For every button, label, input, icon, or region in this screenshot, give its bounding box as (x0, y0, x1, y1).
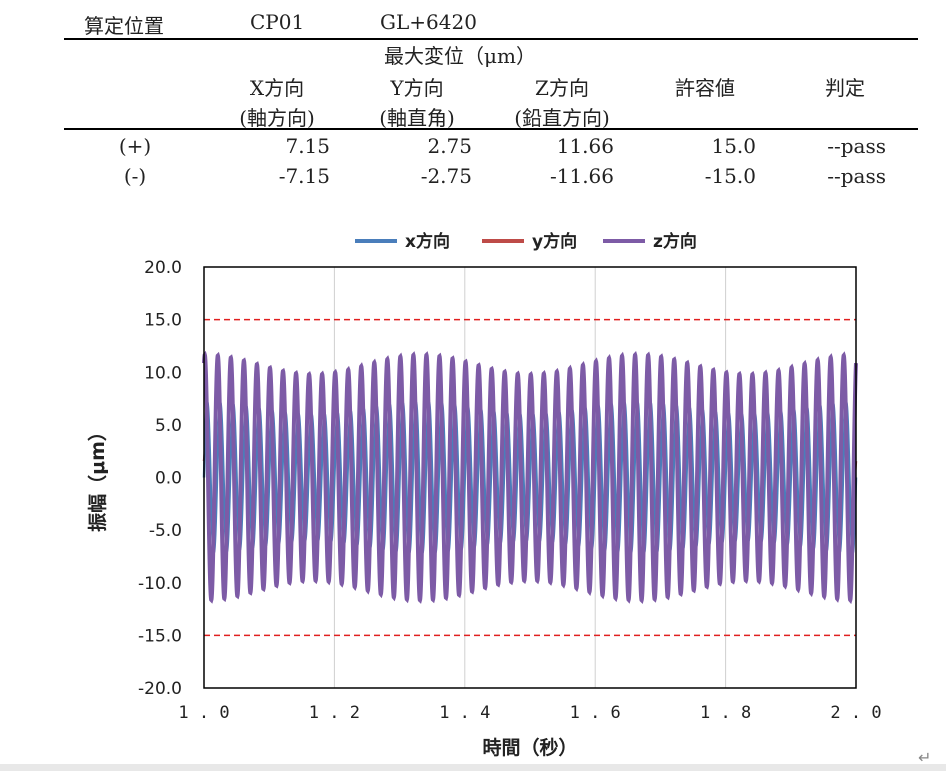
x-tick-label: 1 . 8 (700, 703, 751, 723)
col-y-sub: (軸直角) (379, 106, 455, 130)
legend-label-0: x方向 (405, 231, 450, 252)
y-tick-label: 15.0 (144, 311, 182, 331)
table-header-rule (64, 128, 918, 130)
row-plus-z: 11.66 (556, 134, 614, 158)
page-bottom-bar (0, 764, 946, 771)
vibration-chart: x方向 y方向 z方向 20.0 15.0 10.0 5.0 0.0 -5.0 -10.0 -15… (86, 231, 882, 759)
return-mark-icon: ↵ (918, 748, 932, 767)
row-plus-y: 2.75 (427, 134, 472, 158)
x-tick-label: 1 . 4 (439, 703, 490, 723)
x-tick-label: 2 . 0 (830, 703, 881, 723)
x-tick-label: 1 . 6 (570, 703, 621, 723)
row-plus-x: 7.15 (285, 134, 330, 158)
y-axis-label: 振幅（μm） (86, 422, 109, 532)
row-plus-allow: 15.0 (711, 134, 756, 158)
row-minus-judge: --pass (827, 164, 886, 188)
series-line-2 (202, 350, 858, 605)
col-z-sub: (鉛直方向) (514, 106, 610, 130)
y-tick-label: -10.0 (138, 574, 182, 594)
row-plus-label: (+) (118, 134, 152, 158)
legend-label-2: z方向 (653, 231, 697, 252)
ground-level: GL+6420 (380, 10, 477, 34)
chart-legend: x方向 y方向 z方向 (355, 231, 697, 252)
plot-frame (203, 266, 857, 689)
limit-lines (204, 318, 856, 637)
max-displacement-title: 最大変位（μm） (384, 44, 536, 68)
y-axis-ticks: 20.0 15.0 10.0 5.0 0.0 -5.0 -10.0 -15.0 -20.0 (138, 258, 182, 699)
x-axis-ticks: 1 . 0 1 . 2 1 . 4 1 . 6 1 . 8 2 . 0 (178, 703, 881, 723)
x-axis-label: 時間（秒） (482, 736, 577, 759)
row-minus-z: -11.66 (549, 164, 614, 188)
chart-series (202, 350, 858, 605)
table-top-rule (64, 38, 918, 40)
row-minus-label: (-) (123, 164, 147, 188)
row-minus-allow: -15.0 (704, 164, 756, 188)
col-allow-header: 許容値 (675, 76, 735, 100)
y-tick-label: 20.0 (144, 258, 182, 278)
y-tick-label: 10.0 (144, 363, 182, 383)
col-judge-header: 判定 (825, 76, 865, 100)
col-y-header: Y方向 (390, 76, 444, 100)
col-x-header: X方向 (249, 76, 305, 100)
location-label: 算定位置 (84, 14, 164, 38)
y-tick-label: -15.0 (138, 626, 182, 646)
col-z-header: Z方向 (535, 76, 589, 100)
legend-label-1: y方向 (532, 231, 577, 252)
row-minus-x: -7.15 (278, 164, 330, 188)
col-x-sub: (軸方向) (239, 106, 315, 130)
y-tick-label: 5.0 (155, 416, 182, 436)
point-id: CP01 (250, 10, 305, 34)
row-plus-judge: --pass (827, 134, 886, 158)
y-tick-label: -20.0 (138, 679, 182, 699)
y-tick-label: -5.0 (149, 521, 182, 541)
x-tick-label: 1 . 0 (178, 703, 229, 723)
x-tick-label: 1 . 2 (309, 703, 360, 723)
y-tick-label: 0.0 (155, 469, 182, 489)
row-minus-y: -2.75 (420, 164, 472, 188)
